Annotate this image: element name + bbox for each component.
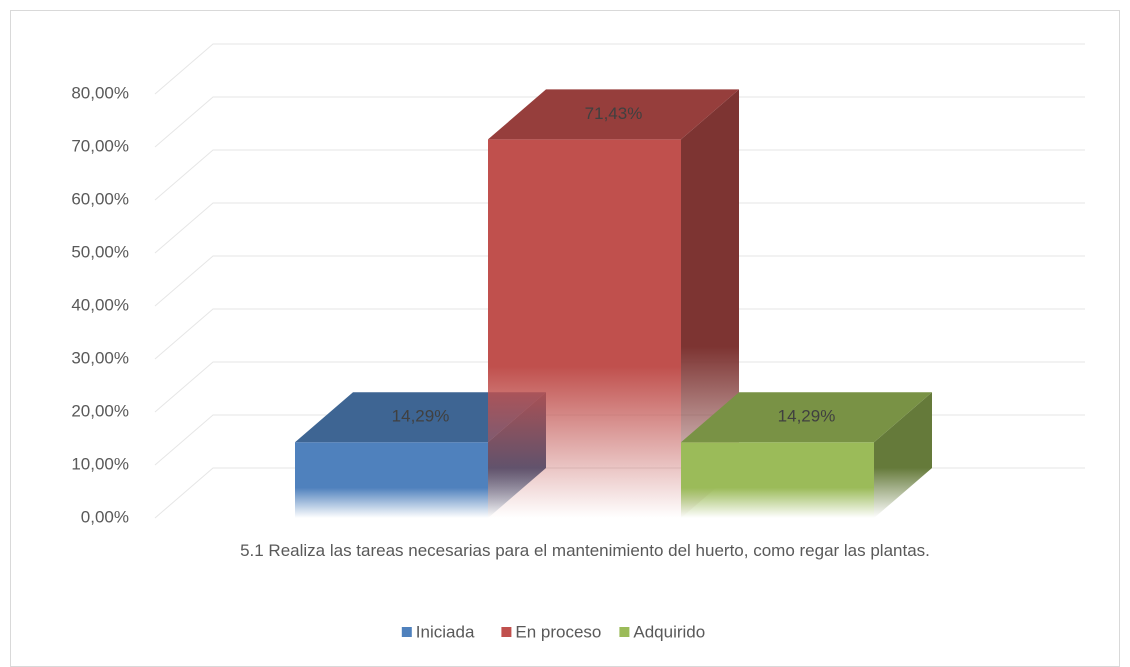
grid-line [154,361,1085,413]
grid-line [154,149,1085,201]
legend-label: Iniciada [416,622,475,641]
y-tick-label: 60,00% [71,189,129,208]
grid-line [154,96,1085,148]
data-label: 14,29% [392,407,450,426]
y-tick-label: 10,00% [71,454,129,473]
grid-line [154,308,1085,360]
y-tick-label: 30,00% [71,348,129,367]
bar-front [681,442,874,518]
y-tick-label: 50,00% [71,242,129,261]
bar [681,392,932,518]
y-tick-label: 0,00% [81,507,129,526]
bar [488,89,739,519]
grid-line [154,202,1085,254]
data-label: 71,43% [585,104,643,123]
grid-line [154,255,1085,307]
legend-label: En proceso [515,622,601,641]
legend-swatch [619,627,630,637]
legend-label: Adquirido [633,622,705,641]
bar-top [681,392,932,443]
y-tick-label: 70,00% [71,136,129,155]
legend-swatch [501,627,512,637]
y-tick-label: 80,00% [71,83,129,102]
bar-front [488,139,681,518]
y-tick-label: 20,00% [71,401,129,420]
category-label: 5.1 Realiza las tareas necesarias para e… [240,541,930,560]
bar-top [488,89,739,140]
bar-side [874,392,932,518]
y-tick-label: 40,00% [71,295,129,314]
bar-top [295,392,546,443]
legend-swatch [401,627,412,637]
grid-line [154,43,1085,95]
bar-front [295,442,488,518]
data-label: 14,29% [778,407,836,426]
